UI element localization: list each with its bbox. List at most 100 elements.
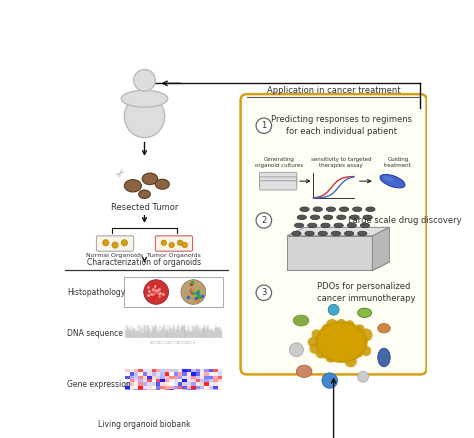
Circle shape <box>112 242 118 248</box>
Bar <box>209 369 213 372</box>
Bar <box>139 91 150 99</box>
Ellipse shape <box>121 90 168 107</box>
Circle shape <box>326 319 338 332</box>
Ellipse shape <box>313 207 322 212</box>
Bar <box>218 396 222 399</box>
Bar <box>213 409 218 412</box>
Bar <box>178 389 182 392</box>
Text: Generating
organoid cultures: Generating organoid cultures <box>255 156 303 168</box>
Bar <box>160 385 165 389</box>
Bar <box>178 405 182 409</box>
Bar <box>178 372 182 376</box>
Ellipse shape <box>155 179 169 189</box>
Bar <box>209 385 213 389</box>
Bar <box>152 385 156 389</box>
Bar <box>152 409 156 412</box>
Bar <box>187 376 191 379</box>
Ellipse shape <box>300 207 309 212</box>
Bar <box>173 385 178 389</box>
Bar <box>125 412 129 415</box>
Bar <box>147 369 152 372</box>
Bar <box>125 389 129 392</box>
Bar <box>138 399 143 402</box>
Bar <box>160 405 165 409</box>
Bar <box>178 409 182 412</box>
Bar <box>156 402 160 405</box>
Bar <box>191 392 196 396</box>
Bar <box>160 412 165 415</box>
FancyBboxPatch shape <box>260 172 297 181</box>
Bar <box>147 402 152 405</box>
Bar <box>182 402 187 405</box>
Bar <box>178 402 182 405</box>
Bar <box>147 396 152 399</box>
Bar <box>160 389 165 392</box>
Bar <box>178 392 182 396</box>
Bar <box>129 412 134 415</box>
Bar <box>204 379 209 382</box>
Bar <box>196 376 200 379</box>
Bar <box>129 405 134 409</box>
Bar <box>218 379 222 382</box>
Bar <box>156 369 160 372</box>
Ellipse shape <box>347 223 356 228</box>
Bar <box>196 409 200 412</box>
Circle shape <box>161 240 166 245</box>
Text: Predicting responses to regimens
for each individual patient: Predicting responses to regimens for eac… <box>271 115 412 136</box>
Ellipse shape <box>294 223 304 228</box>
FancyBboxPatch shape <box>260 177 297 186</box>
Text: sensitivity to targeted
therapies assay: sensitivity to targeted therapies assay <box>311 156 372 168</box>
Text: 2: 2 <box>261 216 266 225</box>
Bar <box>165 412 169 415</box>
Bar <box>209 409 213 412</box>
Bar <box>125 376 129 379</box>
Circle shape <box>357 371 368 382</box>
Bar <box>134 382 138 385</box>
Bar <box>213 399 218 402</box>
Bar <box>165 369 169 372</box>
Bar <box>147 405 152 409</box>
Bar <box>169 402 173 405</box>
Bar <box>204 402 209 405</box>
Bar <box>134 402 138 405</box>
Bar <box>125 405 129 409</box>
Circle shape <box>144 280 169 304</box>
Circle shape <box>355 349 363 357</box>
Bar <box>129 376 134 379</box>
Circle shape <box>103 240 109 246</box>
Bar <box>200 379 204 382</box>
Text: Application in cancer treatment: Application in cancer treatment <box>267 86 401 95</box>
Bar <box>134 372 138 376</box>
Bar <box>191 385 196 389</box>
Bar <box>209 392 213 396</box>
Text: Normal Organoids: Normal Organoids <box>86 253 144 258</box>
Bar <box>187 379 191 382</box>
Bar <box>165 392 169 396</box>
Bar <box>196 369 200 372</box>
Bar <box>191 399 196 402</box>
Bar <box>165 409 169 412</box>
Bar <box>143 382 147 385</box>
Ellipse shape <box>318 231 328 236</box>
Bar <box>169 409 173 412</box>
Bar <box>213 402 218 405</box>
Bar <box>218 399 222 402</box>
Bar <box>165 389 169 392</box>
Circle shape <box>290 343 303 357</box>
Circle shape <box>361 346 371 356</box>
Bar <box>200 369 204 372</box>
Bar <box>187 382 191 385</box>
Ellipse shape <box>380 174 405 188</box>
Bar <box>165 372 169 376</box>
Bar <box>125 382 129 385</box>
Bar <box>160 369 165 372</box>
Bar <box>143 409 147 412</box>
Bar <box>143 372 147 376</box>
Circle shape <box>169 242 174 248</box>
Text: Large scale drug discovery: Large scale drug discovery <box>347 216 461 225</box>
Bar <box>147 385 152 389</box>
Bar <box>213 389 218 392</box>
Bar <box>129 399 134 402</box>
Bar <box>129 379 134 382</box>
Bar <box>165 402 169 405</box>
